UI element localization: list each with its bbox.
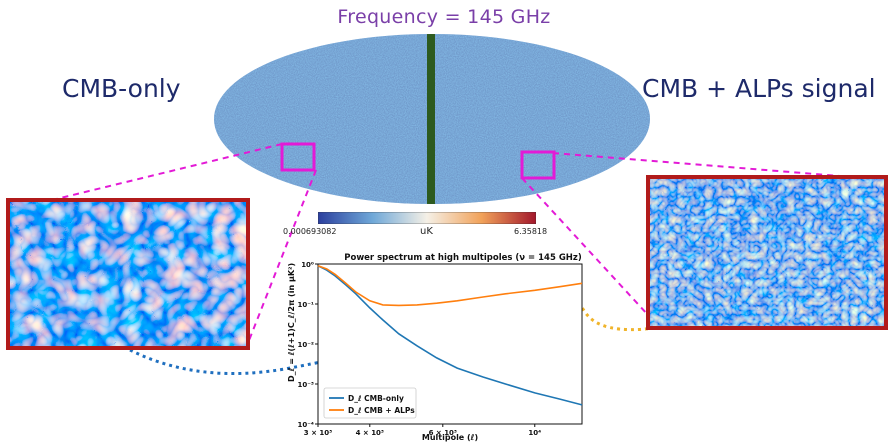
legend-label-0: D_ℓ CMB-only (348, 394, 404, 403)
legend-box (323, 387, 417, 419)
y-tick-label-1: 10⁻¹ (297, 301, 314, 309)
chart-title: Power spectrum at high multipoles (ν = 1… (344, 253, 582, 263)
y-tick-label-3: 10⁻³ (297, 381, 314, 389)
colorbar-unit-label: uK (420, 226, 433, 237)
zoom-image-cmb-only (10, 202, 246, 346)
x-tick-label-2: 6 × 10³ (429, 429, 457, 437)
y-tick-label-2: 10⁻² (297, 341, 314, 349)
zoom-panel-cmb-alps (646, 175, 888, 330)
colorbar-max-label: 6.35818 (514, 227, 548, 236)
cmb-alps-label: CMB + ALPs signal (642, 74, 876, 103)
y-tick-label-0: 10⁰ (301, 261, 314, 269)
x-tick-label-1: 4 × 10³ (356, 429, 384, 437)
x-tick-label-0: 3 × 10³ (304, 429, 332, 437)
zoom-panel-cmb-only (6, 198, 250, 350)
chart-ylabel: D_ℓ = ℓ(ℓ+1)C_ℓ/2π (in μK²) (287, 262, 296, 382)
power-spectrum-chart: 10⁰ 10⁻¹ 10⁻² 10⁻³ 10⁻⁴3 × 10³ 4 × 10³ 6 × 10³… (297, 261, 583, 437)
legend-label-1: D_ℓ CMB + ALPs (348, 406, 415, 415)
colorbar (318, 212, 536, 224)
series-line-1 (317, 265, 583, 307)
frequency-title: Frequency = 145 GHz (337, 6, 551, 28)
x-tick-label-3: 10⁴ (528, 429, 541, 437)
galactic-plane-band (427, 34, 435, 204)
colorbar-min-label: 0.000693082 (283, 227, 337, 236)
y-tick-label-4: 10⁻⁴ (297, 421, 314, 429)
cmb-only-label: CMB-only (62, 74, 181, 103)
zoom-image-cmb-alps (650, 179, 884, 326)
series-line-0 (317, 265, 583, 406)
chart-xlabel: Multipole (ℓ) (421, 433, 479, 442)
sky-map (214, 34, 650, 204)
